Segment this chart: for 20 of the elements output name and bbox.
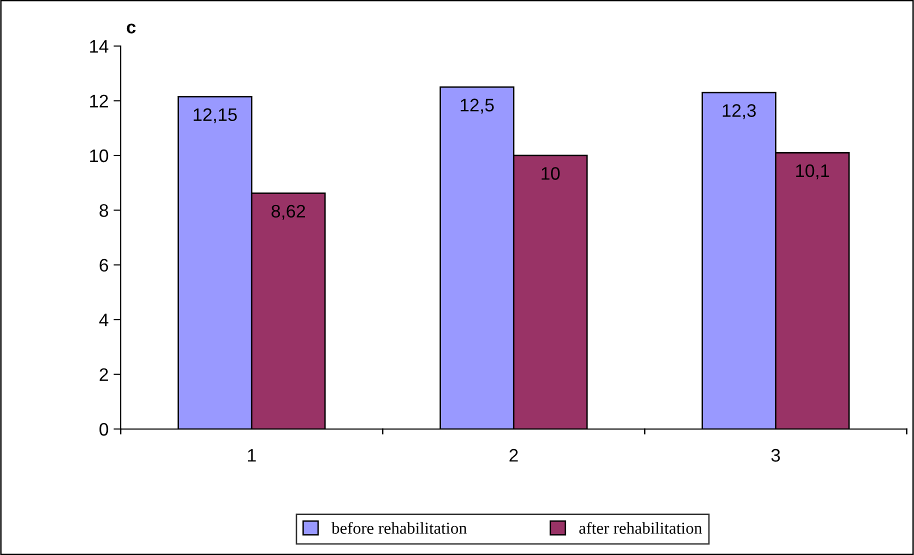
y-tick-label: 0 bbox=[100, 422, 108, 436]
y-tick-label: 8 bbox=[100, 204, 108, 217]
y-tick-label: 10 bbox=[90, 149, 108, 162]
y-tick-label: 2 bbox=[100, 368, 108, 381]
y-tick-label: 12 bbox=[90, 94, 108, 108]
data-label: 8,62 bbox=[272, 204, 305, 220]
data-label: 10,1 bbox=[796, 164, 830, 180]
x-tick-label: 3 bbox=[771, 448, 780, 462]
x-tick-label: 1 bbox=[248, 449, 256, 462]
data-label: 10 bbox=[542, 167, 560, 180]
y-tick-label: 14 bbox=[90, 40, 108, 53]
y-tick-label: 6 bbox=[100, 258, 108, 272]
legend-label: before rehabilitation bbox=[331, 522, 467, 534]
chart-title: c bbox=[126, 24, 136, 34]
legend-label: after rehabilitation bbox=[579, 522, 702, 534]
data-label: 12,5 bbox=[460, 98, 494, 114]
x-tick-label: 2 bbox=[510, 448, 518, 462]
data-label: 12,3 bbox=[722, 104, 756, 120]
y-tick-label: 4 bbox=[99, 314, 108, 326]
data-label: 12,15 bbox=[194, 108, 237, 124]
